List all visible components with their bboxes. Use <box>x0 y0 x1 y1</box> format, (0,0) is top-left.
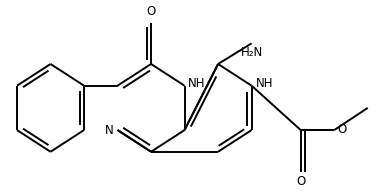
Text: NH: NH <box>256 77 274 90</box>
Text: N: N <box>105 124 114 137</box>
Text: H₂N: H₂N <box>240 46 263 59</box>
Text: O: O <box>296 175 305 188</box>
Text: NH: NH <box>188 77 205 90</box>
Text: O: O <box>146 5 156 17</box>
Text: O: O <box>338 122 347 136</box>
